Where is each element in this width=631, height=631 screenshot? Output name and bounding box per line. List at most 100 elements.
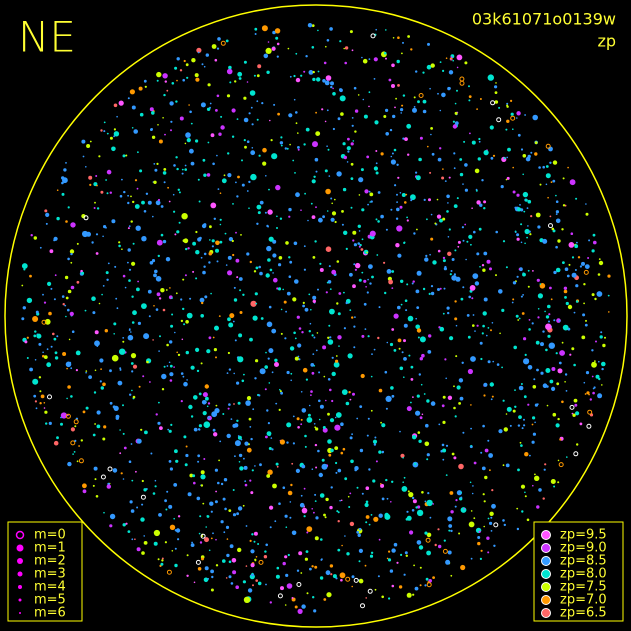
star bbox=[513, 345, 517, 350]
star bbox=[122, 478, 125, 480]
star bbox=[246, 252, 250, 256]
star bbox=[453, 385, 455, 388]
star bbox=[392, 114, 396, 119]
star bbox=[443, 287, 446, 290]
m-legend-label: m=4 bbox=[34, 580, 66, 595]
star bbox=[393, 349, 397, 352]
star bbox=[236, 276, 239, 279]
star bbox=[573, 363, 576, 367]
star bbox=[157, 198, 161, 202]
star bbox=[362, 58, 368, 64]
star bbox=[246, 447, 252, 453]
star bbox=[396, 561, 399, 564]
star bbox=[415, 289, 420, 294]
star bbox=[417, 100, 420, 104]
star bbox=[395, 217, 399, 220]
star bbox=[279, 439, 285, 445]
star bbox=[364, 189, 369, 194]
star bbox=[141, 303, 147, 309]
star bbox=[38, 376, 42, 379]
star bbox=[315, 206, 317, 209]
star bbox=[188, 404, 193, 410]
star bbox=[279, 141, 284, 145]
star bbox=[140, 428, 143, 431]
star bbox=[437, 157, 442, 162]
star bbox=[557, 417, 560, 421]
star bbox=[371, 275, 374, 279]
star bbox=[249, 337, 253, 342]
star bbox=[184, 142, 187, 145]
star bbox=[53, 298, 56, 301]
star bbox=[147, 289, 152, 294]
star bbox=[321, 108, 324, 111]
star bbox=[75, 369, 78, 372]
star bbox=[460, 491, 462, 494]
star bbox=[520, 484, 526, 489]
star bbox=[228, 65, 232, 70]
star bbox=[299, 502, 305, 508]
star bbox=[512, 166, 514, 169]
star bbox=[333, 361, 340, 368]
star bbox=[377, 336, 380, 340]
star bbox=[99, 380, 102, 383]
star bbox=[425, 423, 429, 428]
star bbox=[489, 511, 494, 516]
star bbox=[269, 268, 273, 272]
star bbox=[342, 142, 346, 146]
star bbox=[100, 368, 102, 370]
star bbox=[444, 180, 447, 183]
star bbox=[189, 473, 194, 478]
star bbox=[490, 398, 493, 401]
star bbox=[553, 319, 556, 322]
star bbox=[386, 341, 389, 344]
star bbox=[315, 349, 318, 352]
star bbox=[119, 367, 122, 370]
star bbox=[391, 63, 395, 68]
star bbox=[322, 345, 327, 350]
star bbox=[478, 137, 481, 141]
star bbox=[264, 365, 269, 369]
star bbox=[185, 453, 189, 458]
star bbox=[291, 462, 294, 465]
star bbox=[312, 299, 316, 303]
star bbox=[323, 513, 326, 517]
star bbox=[468, 99, 471, 102]
star bbox=[501, 308, 505, 312]
star bbox=[235, 258, 240, 263]
star bbox=[486, 536, 490, 540]
star bbox=[537, 225, 541, 229]
star bbox=[217, 188, 220, 191]
star bbox=[29, 274, 32, 278]
star bbox=[555, 194, 557, 197]
star bbox=[298, 327, 302, 330]
star-ring bbox=[70, 440, 76, 446]
star bbox=[275, 462, 279, 466]
horizon-circle bbox=[4, 4, 628, 628]
star bbox=[26, 297, 33, 304]
star bbox=[350, 206, 353, 209]
star bbox=[360, 248, 364, 251]
star bbox=[266, 409, 269, 412]
star bbox=[279, 217, 283, 220]
star bbox=[339, 95, 346, 102]
star bbox=[50, 345, 53, 348]
star bbox=[296, 417, 300, 421]
star bbox=[280, 144, 283, 147]
star bbox=[368, 523, 371, 526]
star bbox=[128, 460, 132, 464]
star bbox=[436, 198, 439, 201]
star bbox=[313, 511, 315, 514]
star bbox=[230, 582, 234, 585]
star bbox=[410, 199, 413, 202]
star bbox=[130, 509, 135, 513]
star bbox=[343, 291, 345, 294]
star bbox=[187, 247, 190, 250]
star bbox=[512, 298, 515, 301]
star bbox=[319, 493, 325, 498]
star-ring bbox=[47, 394, 52, 400]
star-ring bbox=[345, 576, 351, 582]
star bbox=[411, 282, 414, 285]
star bbox=[349, 30, 353, 34]
star bbox=[227, 173, 232, 178]
star bbox=[229, 544, 234, 549]
